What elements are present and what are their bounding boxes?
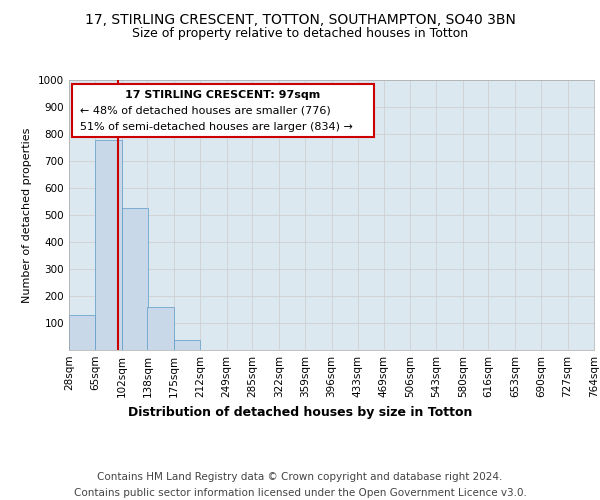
- Text: 17, STIRLING CRESCENT, TOTTON, SOUTHAMPTON, SO40 3BN: 17, STIRLING CRESCENT, TOTTON, SOUTHAMPT…: [85, 12, 515, 26]
- Text: Contains public sector information licensed under the Open Government Licence v3: Contains public sector information licen…: [74, 488, 526, 498]
- FancyBboxPatch shape: [71, 84, 373, 136]
- Text: ← 48% of detached houses are smaller (776): ← 48% of detached houses are smaller (77…: [79, 106, 330, 116]
- Text: Contains HM Land Registry data © Crown copyright and database right 2024.: Contains HM Land Registry data © Crown c…: [97, 472, 503, 482]
- Text: 51% of semi-detached houses are larger (834) →: 51% of semi-detached houses are larger (…: [79, 122, 352, 132]
- Y-axis label: Number of detached properties: Number of detached properties: [22, 128, 32, 302]
- Text: Distribution of detached houses by size in Totton: Distribution of detached houses by size …: [128, 406, 472, 419]
- Text: 17 STIRLING CRESCENT: 97sqm: 17 STIRLING CRESCENT: 97sqm: [125, 90, 320, 101]
- Bar: [95, 140, 122, 350]
- Bar: [174, 340, 200, 350]
- Text: Size of property relative to detached houses in Totton: Size of property relative to detached ho…: [132, 28, 468, 40]
- Bar: [122, 208, 148, 350]
- Bar: [148, 307, 174, 350]
- Bar: [69, 315, 95, 350]
